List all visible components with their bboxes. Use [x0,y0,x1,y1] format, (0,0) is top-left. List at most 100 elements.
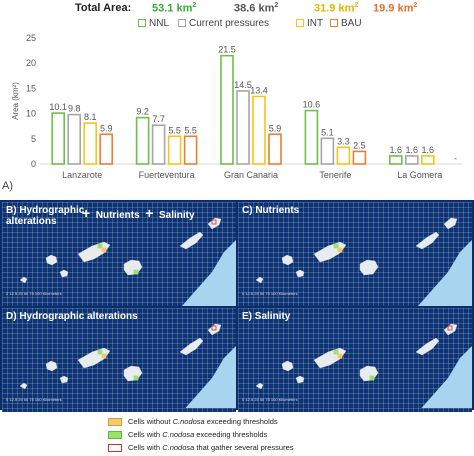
bar-value-label: 21.5 [218,45,236,55]
y-axis-label: Area (km²) [11,82,20,120]
island-lanzarote [207,323,222,336]
y-tick-label: 15 [26,83,36,93]
highlighted-cell [369,375,375,381]
island-la-gomera [59,375,69,384]
bar-value-label: 1.6 [406,145,419,155]
island-gran-canaria [359,365,379,382]
map-c-title: C) Nutrients [242,205,300,216]
bar-value-label: 3.3 [337,136,350,146]
maps-grid: B) Hydrographic alterations + Nutrients +… [0,200,474,412]
map-legend-swatch-with [108,431,122,439]
island-la-palma [281,360,294,372]
bar-value-label: 5.5 [184,125,197,135]
map-legend-item-without: Cells without C.nodosa exceeding thresho… [108,416,408,429]
bar [67,113,81,165]
bar-value-label: 5.1 [321,127,334,137]
map-b-extra-labels: + Nutrients + Salinity [82,205,195,221]
y-tick-label: 25 [26,33,36,43]
bar-value-label: 10.6 [303,100,321,110]
map-c-shapes [255,217,472,306]
island-gran-canaria [123,259,143,276]
island-lanzarote [443,323,458,336]
bar [99,133,113,165]
y-tick-label: 20 [26,58,36,68]
bar-value-label: 1.6 [390,145,403,155]
island-gran-canaria [123,365,143,382]
island-fuerteventura [179,231,204,250]
bar-value-label: 9.8 [68,104,81,114]
island-el-hierro [255,276,264,284]
island-la-palma [45,360,58,372]
map-d-shapes [19,323,236,408]
bar [320,137,335,165]
highlighted-cell [133,269,139,275]
y-tick-label: 10 [26,109,36,119]
bar-value-label: 10.1 [49,102,67,112]
trailing-mark: - [454,153,457,163]
legend-swatch-int [296,19,304,27]
highlighted-cell [97,349,103,355]
highlighted-cell [211,219,217,225]
x-tick-label: Fuerteventura [139,170,195,180]
x-tick-label: La Gomera [397,170,442,180]
legend-int: INT [296,18,323,29]
bar [83,122,97,165]
africa-coast-shape [418,240,472,306]
highlighted-cell [447,325,453,331]
island-el-hierro [19,382,28,390]
island-lanzarote [443,217,458,230]
island-el-hierro [255,382,264,390]
bar [404,155,419,165]
island-la-palma [45,254,58,266]
map-legend-swatch-several [108,444,122,452]
island-fuerteventura [415,231,440,250]
bar-value-label: 1.6 [422,145,435,155]
map-legend-item-several: Cells with C.nodosa that gather several … [108,442,408,455]
island-la-palma [281,254,294,266]
total-current: 38.6 km2 [234,2,279,15]
legend-swatch-current [178,19,186,27]
island-fuerteventura [179,337,204,356]
total-int: 31.9 km2 [314,2,359,15]
legend-current: Current pressures [178,18,269,29]
highlighted-cell [337,353,343,359]
map-panel-b: B) Hydrographic alterations + Nutrients +… [2,202,236,306]
bar-value-label: 5.9 [269,123,282,133]
bar [268,133,282,165]
y-tick-label: 0 [31,159,36,169]
bar-value-label: 9.2 [136,107,149,117]
legend-nnl: NNL [138,18,169,29]
total-nnl: 53.1 km2 [152,2,197,15]
bar-value-label: 8.1 [84,112,97,122]
y-tick-label: 5 [31,134,36,144]
bar [151,124,166,165]
map-legend-swatch-without [108,418,122,426]
island-fuerteventura [415,337,440,356]
map-b-shapes [19,217,236,306]
africa-coast-shape [182,240,236,306]
legend-swatch-bau [330,19,338,27]
island-la-gomera [295,269,305,278]
highlighted-cell [101,247,107,253]
highlighted-cell [333,349,339,355]
map-panel-c: C) Nutrients 0 12.5 25 50 75 100 Kilomet… [238,202,472,306]
bar [304,109,319,165]
map-c-scale: 0 12.5 25 50 75 100 Kilometers [242,291,298,296]
map-b-title: B) Hydrographic alterations [6,205,85,227]
map-panel-d: D) Hydrographic alterations 0 12.5 25 50… [2,308,236,412]
x-tick-label: Lanzarote [62,170,102,180]
map-legend-item-with: Cells with C.nodosa exceeding thresholds [108,429,408,442]
bar [388,155,403,165]
highlighted-cell [97,243,103,249]
africa-coast-shape [185,346,236,408]
bar-value-label: 5.9 [100,123,113,133]
island-gran-canaria [359,259,379,276]
map-b-scale: 0 12.5 25 50 75 100 Kilometers [6,291,62,296]
x-tick-label: Gran Canaria [224,170,278,180]
africa-coast-shape [421,346,472,408]
highlighted-cell [337,247,343,253]
bar [183,135,198,165]
bar [220,54,234,165]
bar-value-label: 7.7 [152,114,165,124]
